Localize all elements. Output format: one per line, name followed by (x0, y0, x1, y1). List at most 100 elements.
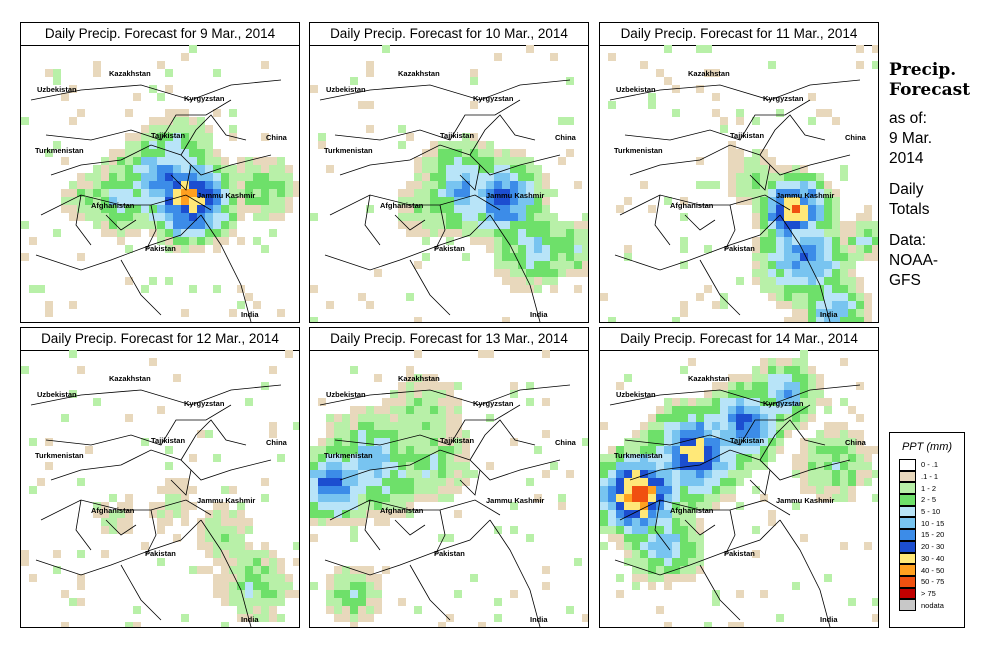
precip-cell (462, 446, 470, 454)
precip-cell (285, 181, 293, 189)
precip-cell (398, 141, 406, 149)
precip-cell (680, 494, 688, 502)
precip-cell (848, 478, 856, 486)
precip-cell (133, 173, 141, 181)
map-label-tajikistan: Tajikistan (440, 131, 474, 140)
precip-cell (760, 261, 768, 269)
precip-cell (792, 382, 800, 390)
precip-cell (752, 237, 760, 245)
precip-cell (157, 229, 165, 237)
precip-cell (406, 293, 414, 301)
precip-cell (720, 422, 728, 430)
precip-cell (704, 486, 712, 494)
precip-cell (808, 269, 816, 277)
precip-cell (141, 141, 149, 149)
precip-cell (744, 414, 752, 422)
precip-cell (864, 317, 872, 322)
precip-cell (696, 470, 704, 478)
precip-cell (165, 69, 173, 77)
precip-cell (221, 237, 229, 245)
precip-cell (486, 213, 494, 221)
precip-cell (462, 478, 470, 486)
precip-cell (478, 213, 486, 221)
precip-cell (141, 542, 149, 550)
precip-cell (808, 221, 816, 229)
precip-cell (101, 221, 109, 229)
precip-cell (784, 382, 792, 390)
precip-cell (856, 237, 864, 245)
precip-cell (712, 502, 720, 510)
precip-cell (656, 574, 664, 582)
border-line (40, 194, 212, 216)
precip-cell (640, 526, 648, 534)
precip-cell (350, 502, 358, 510)
precip-cell (342, 598, 350, 606)
precip-cell (856, 446, 864, 454)
precip-cell (680, 526, 688, 534)
precip-cell (736, 422, 744, 430)
precip-cell (358, 510, 366, 518)
precip-cell (494, 614, 502, 622)
precip-cell (704, 462, 712, 470)
precip-cell (326, 494, 334, 502)
precip-cell (422, 438, 430, 446)
precip-cell (824, 269, 832, 277)
precip-cell (245, 574, 253, 582)
precip-cell (518, 229, 526, 237)
precip-cell (600, 510, 608, 518)
precip-cell (816, 221, 824, 229)
precip-cell (808, 414, 816, 422)
border-line (699, 564, 741, 621)
precip-cell (632, 502, 640, 510)
precip-cell (438, 165, 446, 173)
precip-cell (189, 213, 197, 221)
precip-cell (358, 518, 366, 526)
precip-cell (157, 526, 165, 534)
precip-cell (864, 309, 872, 317)
precip-cell (776, 261, 784, 269)
precip-cell (632, 478, 640, 486)
precip-cell (470, 181, 478, 189)
precip-cell (656, 406, 664, 414)
map-label-china: China (555, 133, 577, 142)
precip-cell (518, 173, 526, 181)
precip-cell (366, 470, 374, 478)
precip-cell (640, 462, 648, 470)
precip-cell (149, 189, 157, 197)
precip-cell (237, 197, 245, 205)
precip-cell (558, 269, 566, 277)
map-label-kazakhstan: Kazakhstan (109, 374, 151, 383)
precip-cell (125, 414, 133, 422)
precip-cell (518, 269, 526, 277)
precip-cell (358, 574, 366, 582)
precip-cell (558, 253, 566, 261)
precip-cell (608, 454, 616, 462)
map-label-jammu_kashmir: Jammu Kashmir (486, 191, 544, 200)
precip-cell (454, 438, 462, 446)
precip-cell (808, 205, 816, 213)
precip-cell (776, 285, 784, 293)
precip-cell (856, 317, 864, 322)
border-line (434, 509, 446, 556)
precip-cell (816, 237, 824, 245)
precip-cell (189, 245, 197, 253)
precip-cell (608, 502, 616, 510)
precip-cell (261, 213, 269, 221)
precip-cell (800, 245, 808, 253)
precip-cell (648, 470, 656, 478)
precip-cell (840, 269, 848, 277)
legend-item: 1 - 2 (899, 482, 964, 495)
precip-cell (189, 197, 197, 205)
precip-cell (728, 165, 736, 173)
precip-cell (414, 189, 422, 197)
precip-cell (680, 398, 688, 406)
border-line (30, 79, 282, 101)
precip-cell (784, 197, 792, 205)
precip-cell (648, 93, 656, 101)
precip-cell (318, 486, 326, 494)
precip-cell (310, 486, 318, 494)
precip-cell (109, 189, 117, 197)
precip-cell (438, 173, 446, 181)
precip-cell (277, 454, 285, 462)
precip-cell (117, 502, 125, 510)
